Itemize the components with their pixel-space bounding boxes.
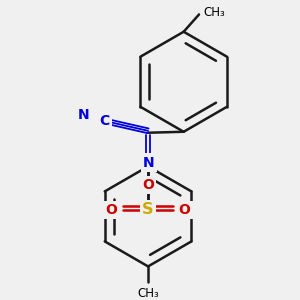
Text: CH₃: CH₃ [137, 286, 159, 300]
Text: O: O [106, 203, 118, 217]
Text: S: S [142, 202, 154, 217]
Text: O: O [179, 203, 190, 217]
Text: CH₃: CH₃ [203, 6, 225, 19]
Text: C: C [100, 114, 110, 128]
Text: O: O [142, 178, 154, 192]
Text: N: N [78, 108, 89, 122]
Text: N: N [143, 155, 155, 170]
